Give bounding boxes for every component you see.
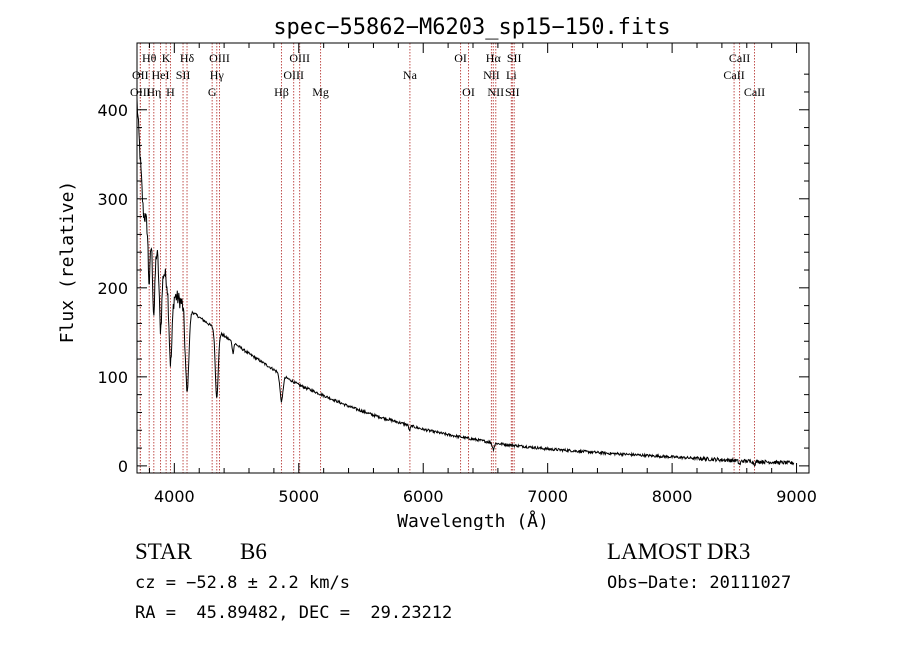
y-axis-label: Flux (relative) xyxy=(57,181,78,344)
line-marker-label-16: Na xyxy=(403,68,418,82)
line-markers xyxy=(139,43,755,473)
line-marker-label-17: OI xyxy=(454,51,467,65)
line-marker-label-4: Hη xyxy=(146,85,161,99)
chart-title: spec−55862−M6203_sp15−150.fits xyxy=(273,15,670,40)
line-marker-label-5: K xyxy=(162,51,171,65)
y-tick-label: 0 xyxy=(118,457,128,476)
line-marker-label-15: Mg xyxy=(312,85,329,99)
spectrum-line xyxy=(136,98,795,467)
line-marker-label-11: G xyxy=(208,85,217,99)
survey-name: LAMOST DR3 xyxy=(607,539,751,564)
line-marker-label-26: CaII xyxy=(729,51,750,65)
y-tick-label: 200 xyxy=(97,279,128,298)
line-marker-label-23: SII xyxy=(507,51,522,65)
line-marker-label-19: NII xyxy=(483,68,500,82)
object-class: STAR xyxy=(135,539,192,564)
y-axis: 0 100 200 300 400 xyxy=(97,73,809,476)
line-marker-label-7: SII xyxy=(176,68,191,82)
object-subclass: B6 xyxy=(240,539,267,564)
line-marker-label-9: OIII xyxy=(209,51,230,65)
line-marker-label-27: CaII xyxy=(744,85,765,99)
x-tick-label: 5000 xyxy=(278,487,319,506)
y-tick-label: 400 xyxy=(97,101,128,120)
plot-frame xyxy=(136,42,810,474)
line-marker-label-10: Hγ xyxy=(210,68,225,82)
x-tick-label: 8000 xyxy=(652,487,693,506)
line-marker-label-24: Li xyxy=(506,68,517,82)
observation-date: Obs−Date: 20111027 xyxy=(607,573,792,593)
line-marker-label-14: OIII xyxy=(289,51,310,65)
x-tick-label: 7000 xyxy=(527,487,568,506)
y-tick-label: 100 xyxy=(97,368,128,387)
y-tick-label: 300 xyxy=(97,190,128,209)
line-marker-label-3: HeI xyxy=(152,68,170,82)
line-marker-label-22: SII xyxy=(505,85,520,99)
x-tick-label: 4000 xyxy=(154,487,195,506)
line-marker-label-8: Hδ xyxy=(180,51,195,65)
line-marker-label-1: OII xyxy=(132,68,149,82)
x-axis-label: Wavelength (Å) xyxy=(397,510,549,530)
line-marker-label-20: NII xyxy=(487,85,504,99)
redshift-cz: cz = −52.8 ± 2.2 km/s xyxy=(135,573,350,593)
line-marker-label-0: Hθ xyxy=(142,51,157,65)
line-marker-label-18: OI xyxy=(462,85,475,99)
line-marker-label-13: OIII xyxy=(283,68,304,82)
spectrum-chart: spec−55862−M6203_sp15−150.fits Hθ OII OIII… xyxy=(57,15,817,530)
line-marker-label-6: H xyxy=(166,85,175,99)
x-tick-label: 6000 xyxy=(403,487,444,506)
x-tick-label: 9000 xyxy=(776,487,817,506)
coordinates: RA = 45.89482, DEC = 29.23212 xyxy=(135,603,453,623)
line-marker-label-12: Hβ xyxy=(274,85,289,99)
line-marker-label-25: CaII xyxy=(723,68,744,82)
line-marker-label-21: Hα xyxy=(486,51,502,65)
x-axis: 4000 5000 6000 7000 8000 9000 xyxy=(148,43,817,506)
